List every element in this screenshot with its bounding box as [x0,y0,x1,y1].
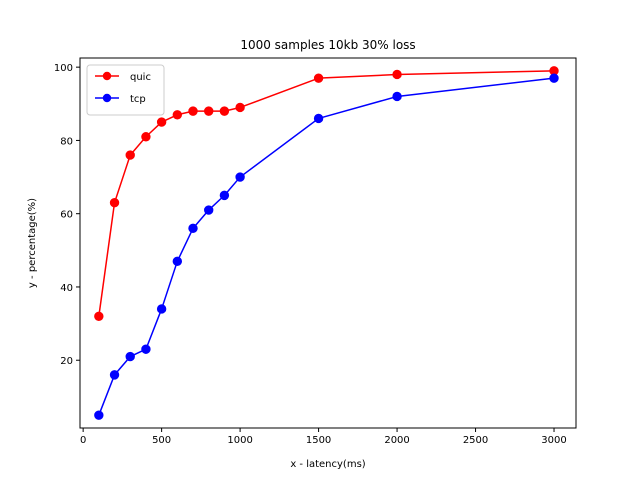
data-point-tcp [141,344,151,354]
data-point-tcp [204,205,214,215]
y-axis-label: y - percentage(%) [27,198,38,288]
y-tick-label: 20 [60,356,73,367]
data-point-quic [204,106,214,116]
x-axis-label: x - latency(ms) [290,459,365,470]
data-point-quic [172,110,183,120]
data-point-tcp [313,113,324,124]
legend-label-quic: quic [130,72,151,83]
data-point-quic [94,311,104,321]
legend-label-tcp: tcp [130,94,146,105]
y-tick-label: 100 [54,63,73,74]
y-tick-label: 40 [60,283,73,294]
y-tick-label: 60 [60,210,73,221]
x-tick-label: 0 [80,435,86,446]
x-tick-label: 2500 [463,435,488,446]
series-quic [94,66,559,321]
data-point-quic [313,73,324,83]
y-tick-label: 80 [60,136,73,147]
data-point-tcp [125,351,135,362]
data-point-quic [392,69,402,80]
x-tick-label: 1500 [306,435,331,446]
data-point-quic [235,102,245,113]
data-point-tcp [172,256,183,267]
data-point-tcp [219,190,230,201]
data-point-tcp [156,304,167,314]
data-point-tcp [94,410,104,420]
plot-area-frame [79,57,577,429]
data-point-quic [156,117,167,127]
legend-marker-quic [102,71,112,81]
legend: quic tcp [86,64,165,116]
legend-marker-tcp [102,93,112,103]
x-tick-label: 1000 [227,435,252,446]
data-point-quic [125,150,135,160]
series-tcp [94,73,559,420]
data-point-tcp [549,73,559,83]
legend-box [86,64,165,116]
data-point-quic [109,198,120,208]
x-tick-label: 500 [152,435,171,446]
data-point-tcp [235,172,245,182]
data-point-quic [188,106,198,116]
chart-title: 1000 samples 10kb 30% loss [240,38,415,52]
data-point-tcp [392,91,402,102]
x-tick-label: 2000 [384,435,409,446]
x-tick-label: 3000 [541,435,566,446]
data-point-tcp [188,223,198,234]
data-point-tcp [109,370,120,380]
data-point-quic [219,106,230,116]
data-point-quic [141,132,151,142]
